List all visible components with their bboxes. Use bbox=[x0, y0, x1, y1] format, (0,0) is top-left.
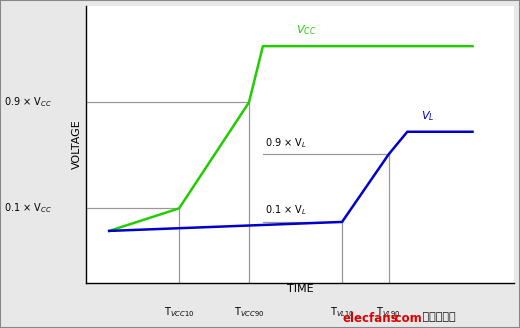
Text: T$_{VCC10}$: T$_{VCC10}$ bbox=[164, 305, 194, 319]
Text: T$_{VCC90}$: T$_{VCC90}$ bbox=[233, 305, 264, 319]
X-axis label: TIME: TIME bbox=[287, 284, 314, 294]
Text: T$_{VL10}$: T$_{VL10}$ bbox=[330, 305, 355, 319]
Text: elecfans: elecfans bbox=[342, 312, 398, 325]
Text: 电子发烧友: 电子发烧友 bbox=[419, 312, 456, 322]
Text: 0.1 × V$_{CC}$: 0.1 × V$_{CC}$ bbox=[4, 201, 51, 215]
Text: T$_{VL90}$: T$_{VL90}$ bbox=[376, 305, 401, 319]
Text: ·com: ·com bbox=[391, 312, 423, 325]
Text: 0.9 × V$_{L}$: 0.9 × V$_{L}$ bbox=[265, 136, 307, 150]
Text: V$_{L}$: V$_{L}$ bbox=[421, 109, 435, 123]
Text: V$_{CC}$: V$_{CC}$ bbox=[295, 23, 316, 37]
Text: 0.1 × V$_{L}$: 0.1 × V$_{L}$ bbox=[265, 204, 307, 217]
Text: 0.9 × V$_{CC}$: 0.9 × V$_{CC}$ bbox=[4, 95, 51, 109]
Y-axis label: VOLTAGE: VOLTAGE bbox=[72, 119, 82, 169]
